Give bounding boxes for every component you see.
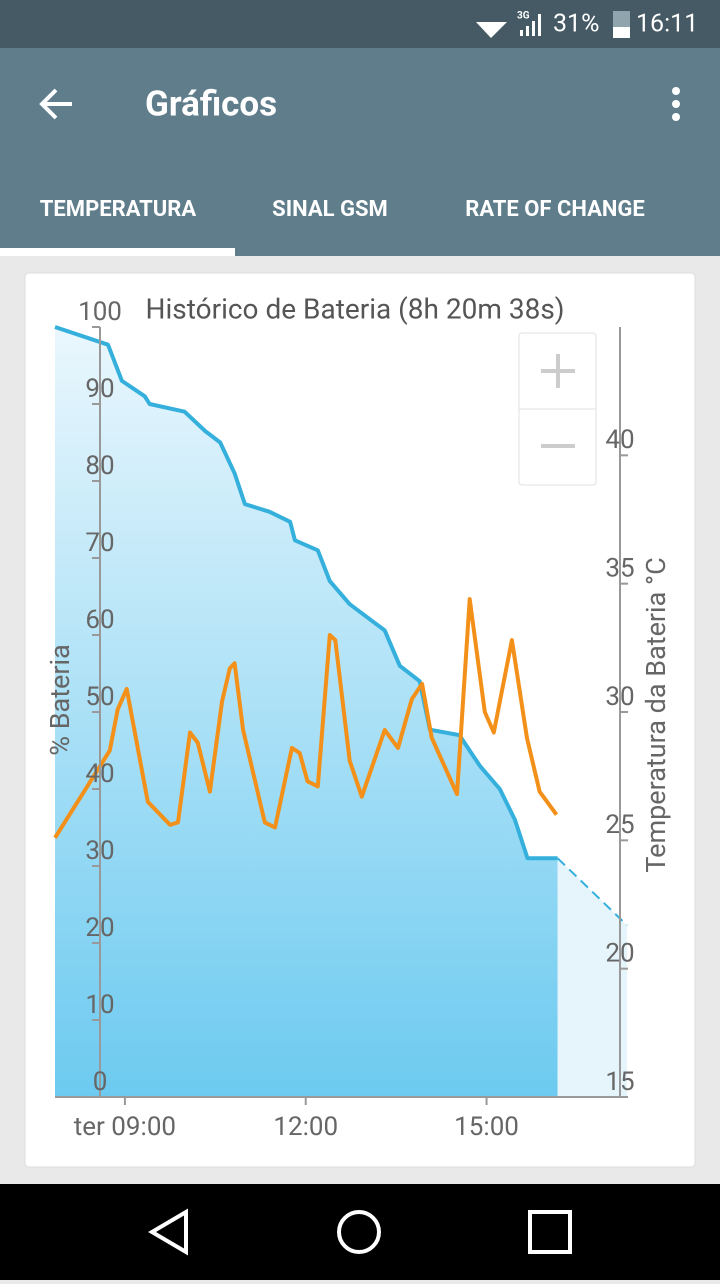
y-tick-label: 80 (85, 451, 114, 481)
area (55, 327, 558, 1097)
status-bar (0, 0, 720, 48)
network-type: 3G (517, 11, 530, 22)
tab[interactable]: SINAL GSM (272, 197, 388, 222)
signal-icon (520, 14, 541, 36)
tab-indicator (0, 248, 235, 256)
y-tick-label: 0 (93, 1067, 108, 1097)
x-tick-label: ter 09:00 (74, 1112, 176, 1142)
nav-home[interactable] (337, 1210, 381, 1254)
x-tick-label: 12:00 (273, 1112, 338, 1142)
line (53, 597, 559, 839)
plot: 0 10 20 30 40 50 60 70 80 90 100 15 20 25 30 35 40 ter 09… (53, 297, 635, 1142)
y2-axis-label: Temperatura da Bateria °C (640, 557, 672, 872)
y2-tick-label: 15 (605, 1067, 634, 1097)
y2-tick-label: 35 (605, 554, 634, 584)
back-button[interactable] (39, 88, 72, 120)
area (557, 858, 627, 1097)
y-tick-label: 40 (85, 759, 114, 789)
y2-tick-label: 40 (605, 425, 634, 455)
y-tick-label: 10 (85, 990, 114, 1020)
overflow-menu[interactable] (672, 87, 680, 121)
app-title: Gráficos (145, 83, 277, 124)
y2-tick-label: 20 (605, 939, 634, 969)
zoom-in[interactable] (541, 354, 575, 388)
y-tick-label: 20 (85, 913, 114, 943)
nav-recents[interactable] (528, 1210, 572, 1254)
x-tick-label: 15:00 (454, 1112, 519, 1142)
line (557, 857, 628, 927)
y-axis-label: % Bateria (44, 644, 76, 756)
nav-bar (0, 1184, 720, 1280)
zoom-controls (518, 332, 597, 486)
y-tick-label: 90 (85, 374, 114, 404)
app-bar (0, 48, 720, 256)
line (54, 325, 558, 861)
y-tick-label: 70 (85, 528, 114, 558)
y2-tick-label: 25 (605, 810, 634, 840)
y-tick-label: 60 (85, 605, 114, 635)
wifi-icon (476, 22, 507, 38)
y2-tick-label: 30 (605, 682, 634, 712)
clock: 16:11 (636, 10, 698, 39)
y-tick-label: 30 (85, 836, 114, 866)
y-tick-label: 100 (78, 297, 122, 327)
tab[interactable]: RATE OF CHANGE (465, 197, 645, 222)
battery-percent: 31% (553, 10, 599, 39)
tab[interactable]: TEMPERATURA (40, 197, 197, 222)
chart-title: Histórico de Bateria (8h 20m 38s) (145, 292, 564, 325)
y-tick-label: 50 (85, 682, 114, 712)
battery-level (613, 27, 630, 38)
nav-back[interactable] (148, 1208, 188, 1256)
